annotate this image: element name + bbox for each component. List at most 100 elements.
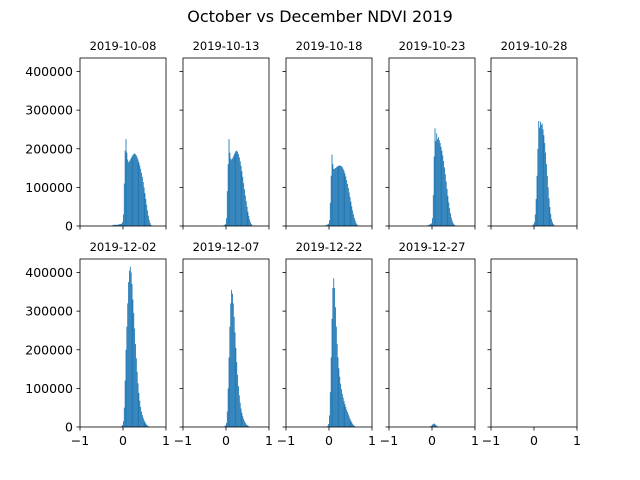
histogram-bar [353, 217, 355, 226]
histogram-bar [432, 424, 433, 427]
histogram-bar [428, 224, 430, 226]
axes-frame [79, 258, 167, 428]
histogram-bar [143, 187, 145, 226]
histogram-bar [134, 328, 136, 427]
histogram-bar [433, 423, 435, 427]
histogram-bar [326, 224, 328, 226]
histogram-bar [538, 120, 540, 226]
histogram-bar [451, 220, 453, 226]
panel-title: 2019-10-08 [90, 39, 157, 53]
histogram-bar [536, 175, 538, 226]
histogram-bar [340, 165, 342, 226]
histogram-bar [341, 389, 342, 427]
histogram-bar [546, 175, 548, 226]
histogram-bar [129, 161, 130, 226]
histogram-bar [329, 392, 331, 427]
histogram-bar [244, 189, 245, 226]
histogram-bar [245, 424, 247, 427]
histogram-bar [121, 223, 123, 226]
histogram-bar [125, 139, 127, 226]
histogram-bar [238, 386, 239, 427]
histogram-bar [432, 423, 434, 427]
histogram-bar [337, 357, 339, 427]
histogram-bar [353, 425, 355, 427]
histogram-bar [351, 206, 353, 226]
histogram-bar [339, 376, 341, 427]
histogram-bar [141, 415, 143, 427]
histogram-bar [126, 152, 128, 226]
panel-title: 2019-12-22 [296, 240, 363, 254]
histogram-bar [247, 211, 249, 226]
x-tick-label: −1 [277, 433, 295, 448]
histogram-bar [139, 400, 141, 427]
histogram-bar [449, 208, 451, 226]
histogram-bar [243, 418, 245, 427]
histogram-bar [432, 218, 433, 226]
histogram-bar [135, 154, 136, 226]
histogram-bar [344, 173, 346, 226]
histogram-bar [442, 155, 444, 226]
histogram-bar [122, 222, 123, 226]
histogram-bar [150, 224, 152, 226]
histogram-bar [345, 176, 347, 226]
histogram-bar [544, 142, 546, 226]
histogram-bar [126, 326, 128, 427]
histogram-bar [141, 176, 143, 226]
y-tick-label: 400000 [25, 265, 73, 280]
histogram-bar [234, 332, 236, 427]
panel-title: 2019-10-28 [501, 39, 568, 53]
x-tick-label: 0 [325, 433, 333, 448]
x-tick-label: −1 [71, 433, 89, 448]
histogram-bar [138, 393, 140, 427]
y-tick-label: 300000 [25, 103, 73, 118]
histogram-bar [533, 224, 534, 226]
histogram-bar [130, 158, 132, 226]
histogram-bar [438, 140, 440, 226]
histogram-bar [348, 416, 350, 427]
histogram-bar [445, 181, 447, 226]
histogram-bar [534, 214, 536, 226]
histogram-bar [333, 278, 335, 427]
x-tick-label: 1 [368, 433, 376, 448]
histogram-bar [347, 188, 349, 226]
panel-title: 2019-12-27 [399, 240, 466, 254]
histogram-bar [225, 224, 226, 226]
histogram-bar [241, 412, 243, 427]
histogram-bar [247, 425, 249, 427]
histogram-bar [229, 152, 231, 226]
histogram-bar [227, 164, 229, 226]
histogram-bar [125, 349, 127, 427]
histogram-bar [244, 422, 246, 427]
histogram-bar [336, 343, 338, 427]
histogram-bar [143, 420, 145, 427]
histogram-bar [142, 417, 144, 427]
histogram-bar [141, 411, 142, 427]
y-tick-label: 0 [65, 219, 73, 234]
axes-frame [285, 258, 373, 428]
panel-title: 2019-10-23 [399, 39, 466, 53]
histogram-bar [432, 195, 434, 226]
histogram-bar [127, 303, 129, 427]
histogram-bar [540, 124, 542, 226]
histogram-bar [430, 224, 432, 226]
histogram-bar [341, 166, 342, 226]
histogram-bar [349, 418, 351, 427]
histogram-bar [124, 380, 126, 427]
histogram-bar [350, 420, 352, 427]
histogram-bar [341, 167, 343, 226]
histogram-bar [332, 287, 334, 427]
histogram-bar [137, 383, 139, 427]
histogram-bar [344, 404, 346, 427]
x-tick-label: −1 [174, 433, 192, 448]
histogram-bar [235, 347, 237, 427]
histogram-bar [249, 219, 251, 226]
histogram-bar [328, 223, 329, 226]
histogram-bar [237, 374, 239, 427]
histogram-bar [124, 150, 126, 226]
histogram-bar [349, 197, 351, 226]
histogram-bar [546, 164, 547, 226]
histogram-bar [431, 223, 432, 226]
histogram-bar [146, 424, 148, 427]
histogram-bar [237, 151, 239, 226]
